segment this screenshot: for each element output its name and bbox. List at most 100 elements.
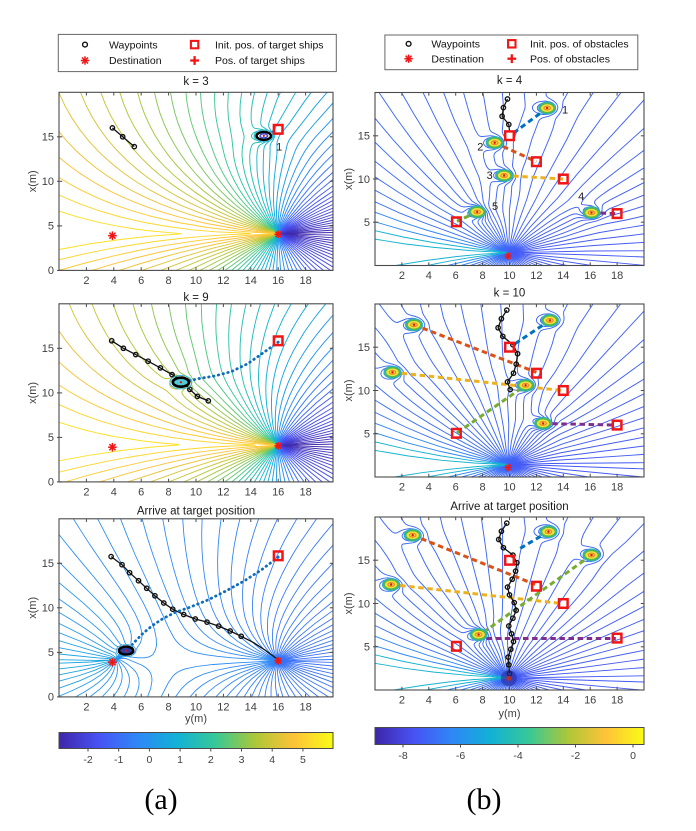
svg-text:x(m): x(m) [343, 593, 355, 615]
svg-text:x(m): x(m) [343, 168, 355, 190]
svg-text:8: 8 [166, 486, 172, 498]
svg-text:6: 6 [138, 701, 144, 713]
svg-text:14: 14 [245, 701, 257, 713]
svg-text:12: 12 [530, 482, 542, 494]
svg-text:16: 16 [272, 701, 284, 713]
svg-text:Pos. of obstacles: Pos. of obstacles [530, 53, 610, 65]
svg-text:2: 2 [399, 270, 405, 282]
svg-text:12: 12 [530, 695, 542, 707]
svg-text:10: 10 [503, 695, 515, 707]
svg-text:4: 4 [426, 270, 432, 282]
svg-text:-2: -2 [83, 754, 92, 766]
svg-text:8: 8 [480, 270, 486, 282]
svg-text:2: 2 [83, 275, 89, 287]
svg-text:16: 16 [272, 275, 284, 287]
svg-text:Init. pos. of target ships: Init. pos. of target ships [215, 39, 324, 51]
svg-text:0: 0 [48, 265, 54, 277]
svg-text:14: 14 [557, 482, 569, 494]
svg-text:6: 6 [138, 486, 144, 498]
svg-text:x(m): x(m) [27, 170, 39, 192]
svg-text:5: 5 [300, 754, 306, 766]
svg-text:8: 8 [480, 482, 486, 494]
svg-text:4: 4 [111, 275, 117, 287]
svg-text:k = 9: k = 9 [183, 292, 208, 304]
svg-text:4: 4 [426, 695, 432, 707]
svg-text:Waypoints: Waypoints [431, 39, 480, 51]
svg-text:14: 14 [557, 270, 569, 282]
svg-text:16: 16 [272, 486, 284, 498]
svg-text:Destination: Destination [431, 53, 484, 65]
svg-text:14: 14 [557, 695, 569, 707]
svg-text:6: 6 [453, 482, 459, 494]
svg-text:4: 4 [111, 486, 117, 498]
svg-text:5: 5 [48, 221, 54, 233]
svg-text:5: 5 [492, 201, 498, 213]
svg-text:5: 5 [48, 647, 54, 659]
svg-text:18: 18 [611, 270, 623, 282]
svg-text:16: 16 [584, 482, 596, 494]
svg-text:16: 16 [584, 695, 596, 707]
svg-text:2: 2 [399, 695, 405, 707]
svg-text:6: 6 [453, 695, 459, 707]
svg-text:14: 14 [245, 486, 257, 498]
svg-text:10: 10 [190, 486, 202, 498]
svg-text:12: 12 [217, 701, 229, 713]
svg-text:12: 12 [530, 270, 542, 282]
svg-text:-8: -8 [398, 750, 407, 762]
svg-text:15: 15 [358, 131, 370, 143]
svg-text:0: 0 [146, 754, 152, 766]
svg-text:10: 10 [358, 598, 370, 610]
svg-text:k = 3: k = 3 [183, 76, 208, 88]
svg-text:16: 16 [584, 270, 596, 282]
svg-text:1: 1 [276, 142, 282, 154]
svg-text:18: 18 [611, 482, 623, 494]
svg-text:10: 10 [190, 275, 202, 287]
svg-text:0: 0 [48, 692, 54, 704]
svg-text:Init. pos. of obstacles: Init. pos. of obstacles [530, 39, 629, 51]
svg-text:x(m): x(m) [343, 380, 355, 402]
svg-text:12: 12 [217, 275, 229, 287]
svg-text:10: 10 [42, 388, 54, 400]
svg-text:Arrive at target position: Arrive at target position [450, 501, 568, 513]
svg-text:(a): (a) [144, 783, 177, 816]
svg-text:-6: -6 [456, 750, 465, 762]
svg-text:x(m): x(m) [27, 597, 39, 619]
svg-text:k = 4: k = 4 [497, 75, 523, 87]
svg-text:10: 10 [190, 701, 202, 713]
svg-text:0: 0 [48, 477, 54, 489]
svg-text:18: 18 [299, 701, 311, 713]
svg-text:0: 0 [630, 750, 636, 762]
svg-text:10: 10 [42, 603, 54, 615]
svg-text:15: 15 [358, 555, 370, 567]
svg-text:6: 6 [138, 275, 144, 287]
svg-text:4: 4 [578, 191, 584, 203]
svg-text:2: 2 [208, 754, 214, 766]
svg-text:8: 8 [480, 695, 486, 707]
svg-text:1: 1 [562, 104, 568, 116]
svg-text:18: 18 [299, 486, 311, 498]
svg-text:1: 1 [177, 754, 183, 766]
svg-text:5: 5 [364, 642, 370, 654]
svg-text:10: 10 [503, 270, 515, 282]
svg-text:6: 6 [453, 270, 459, 282]
svg-text:2: 2 [399, 482, 405, 494]
svg-text:3: 3 [239, 754, 245, 766]
svg-text:4: 4 [269, 754, 275, 766]
svg-text:Destination: Destination [109, 55, 162, 67]
svg-text:y(m): y(m) [185, 713, 207, 725]
svg-text:10: 10 [358, 385, 370, 397]
svg-text:15: 15 [42, 343, 54, 355]
svg-text:18: 18 [299, 275, 311, 287]
svg-text:4: 4 [426, 482, 432, 494]
svg-text:8: 8 [166, 701, 172, 713]
svg-text:Arrive at target position: Arrive at target position [137, 506, 255, 518]
svg-text:-2: -2 [571, 750, 580, 762]
svg-text:(b): (b) [467, 783, 502, 816]
svg-text:5: 5 [364, 217, 370, 229]
svg-text:10: 10 [42, 176, 54, 188]
svg-text:y(m): y(m) [499, 708, 521, 720]
svg-text:18: 18 [611, 695, 623, 707]
svg-text:2: 2 [83, 701, 89, 713]
svg-text:k = 10: k = 10 [494, 288, 526, 300]
svg-text:-1: -1 [114, 754, 123, 766]
